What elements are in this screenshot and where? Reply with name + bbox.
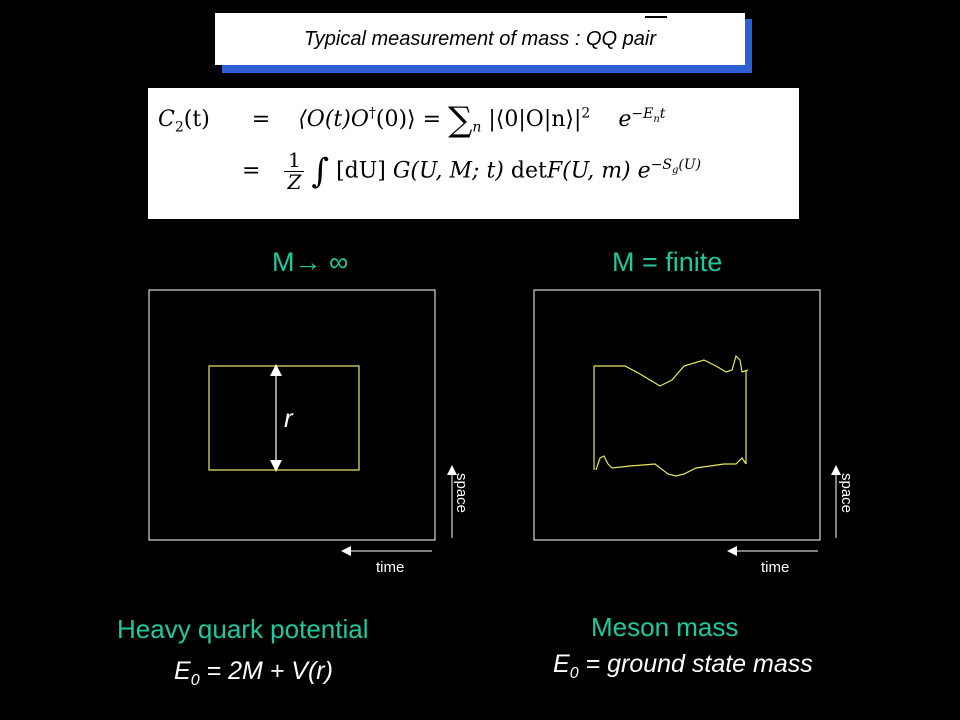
left-caption: Heavy quark potential bbox=[117, 614, 369, 644]
eq-exp-energy: −E bbox=[631, 105, 654, 122]
right-lattice-frame bbox=[533, 289, 821, 541]
eq-action-arg: (U) bbox=[678, 157, 702, 174]
eq-integral: ∫ bbox=[311, 151, 330, 192]
eq-correlator: ⟨O(t)O bbox=[298, 107, 369, 132]
right-caption: Meson mass bbox=[591, 612, 739, 642]
antiquark-bar bbox=[645, 16, 667, 18]
eq-measure: [dU] bbox=[336, 158, 386, 184]
left-space-label: space bbox=[453, 473, 470, 514]
eq-G: G(U, M; t) bbox=[392, 158, 504, 184]
eq-exp: e bbox=[618, 107, 632, 132]
eq-action: −S bbox=[650, 157, 673, 174]
left-lattice-frame bbox=[148, 289, 436, 541]
eq-matrix-element: |⟨0|O|n⟩| bbox=[488, 107, 582, 132]
eq-exp-2: e bbox=[637, 158, 651, 184]
right-header: M = finite bbox=[612, 247, 723, 277]
title-text: Typical measurement of mass : QQ pair bbox=[304, 27, 656, 50]
eq-sum-index: n bbox=[472, 119, 482, 136]
static-wilson-loop bbox=[208, 365, 360, 471]
eq-square: 2 bbox=[581, 105, 591, 122]
eq-lhs: C bbox=[158, 107, 175, 132]
eq-equals-2: = bbox=[422, 107, 442, 132]
eq-dagger: † bbox=[368, 105, 376, 122]
eq-equals-1: = bbox=[251, 107, 271, 132]
slide-title: Typical measurement of mass : QQ pair bbox=[215, 13, 745, 65]
right-time-label: time bbox=[761, 559, 790, 576]
eq-F: F(U, m) bbox=[546, 158, 631, 184]
correlator-equation: C2(t) = ⟨O(t)O†(0)⟩ = ∑n |⟨0|O|n⟩|2 e−En… bbox=[148, 88, 799, 219]
left-time-label: time bbox=[376, 559, 405, 576]
eq-exp-n: n bbox=[653, 113, 660, 125]
meson-upper-path bbox=[594, 354, 749, 387]
eq-equals-3: = bbox=[242, 158, 261, 184]
eq-det: det bbox=[510, 158, 547, 184]
left-header: M→ ∞ bbox=[272, 247, 349, 277]
eq-lhs-sub: 2 bbox=[174, 119, 184, 136]
meson-lower-path bbox=[595, 455, 747, 477]
equation-line-1: C2(t) = ⟨O(t)O†(0)⟩ = ∑n |⟨0|O|n⟩|2 e−En… bbox=[158, 100, 665, 140]
eq-lhs-arg: (t) bbox=[183, 107, 210, 132]
eq-exp-t: t bbox=[659, 105, 666, 122]
right-space-label: space bbox=[838, 473, 855, 514]
left-formula: E0 = 2M + V(r) bbox=[174, 657, 333, 689]
eq-sum: ∑ bbox=[448, 100, 473, 140]
r-label: r bbox=[284, 403, 293, 433]
right-formula: E0 = ground state mass bbox=[553, 650, 813, 682]
eq-correlator-end: (0)⟩ bbox=[375, 107, 416, 132]
eq-action-g: g bbox=[672, 164, 679, 176]
